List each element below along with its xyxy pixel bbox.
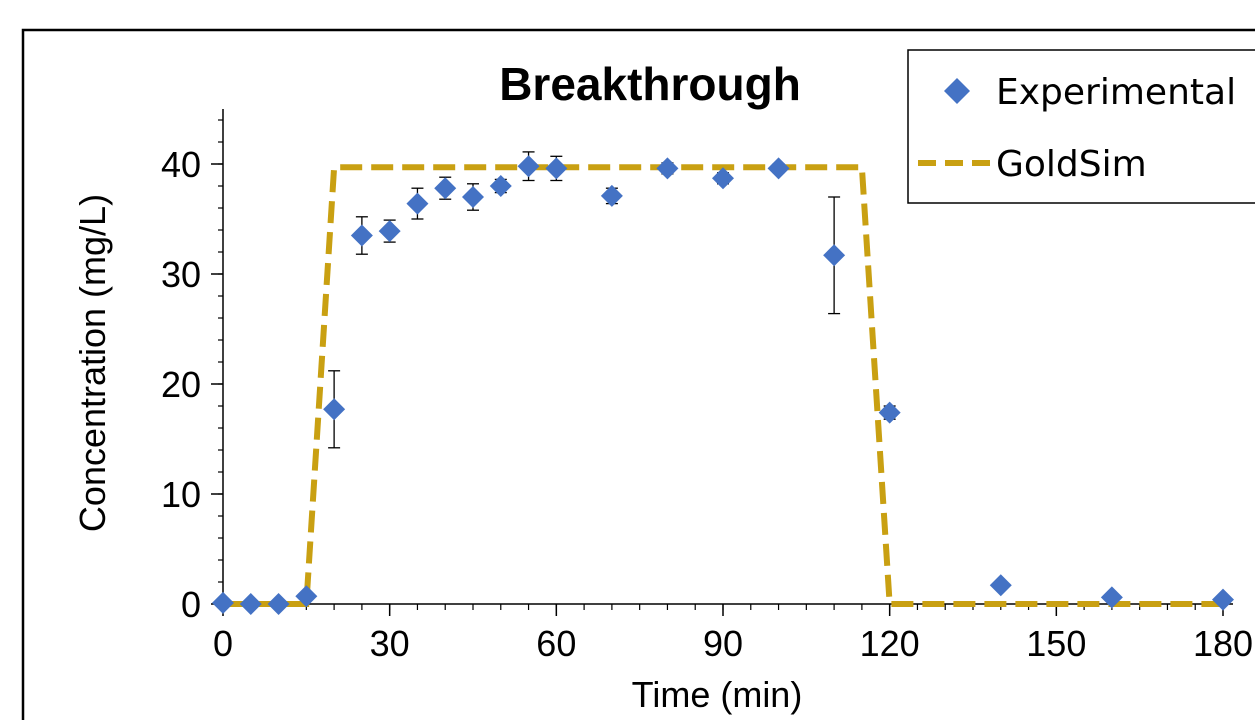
experimental-point: [989, 574, 1012, 597]
legend-experimental-marker: [944, 78, 970, 104]
legend-experimental-label: Experimental: [996, 72, 1236, 113]
y-axis-title: Concentration (mg/L): [72, 194, 113, 532]
experimental-point: [267, 593, 290, 615]
x-axis-title: Time (min): [632, 674, 803, 715]
legend-box: [907, 49, 1255, 204]
x-tick-label: 60: [536, 623, 576, 664]
experimental-point: [878, 401, 901, 424]
experimental-point: [1212, 588, 1234, 611]
chart-title: Breakthrough: [499, 58, 801, 110]
experimental-point: [823, 244, 846, 267]
experimental-point: [767, 157, 790, 180]
experimental-point: [378, 220, 401, 243]
legend-goldsim-label: GoldSim: [996, 144, 1147, 185]
goldsim-line: [223, 164, 1223, 607]
experimental-point: [600, 184, 623, 207]
experimental-point: [434, 177, 457, 200]
x-tick-label: 120: [860, 623, 920, 664]
x-tick-label: 30: [370, 623, 410, 664]
experimental-point: [323, 398, 346, 421]
experimental-point: [545, 157, 568, 180]
experimental-point: [517, 155, 540, 178]
y-tick-label: 0: [181, 584, 201, 625]
experimental-point: [1100, 586, 1123, 609]
x-tick-label: 180: [1193, 623, 1253, 664]
experimental-point: [212, 591, 234, 614]
x-tick-label: 90: [703, 623, 743, 664]
experimental-points-layer: [212, 155, 1234, 615]
x-tick-label: 150: [1026, 623, 1086, 664]
experimental-point: [712, 167, 734, 190]
experimental-point: [656, 157, 679, 180]
y-tick-label: 10: [161, 474, 201, 515]
experimental-point: [295, 585, 318, 608]
x-tick-label: 0: [213, 623, 233, 664]
experimental-point: [239, 593, 262, 615]
y-tick-label: 40: [161, 144, 201, 185]
goldsim-line-layer: [223, 164, 1223, 607]
y-tick-label: 30: [161, 254, 201, 295]
experimental-point: [462, 186, 484, 208]
experimental-point: [489, 175, 512, 197]
experimental-point: [350, 224, 373, 247]
y-tick-label: 20: [161, 364, 201, 405]
legend: Experimental GoldSim: [907, 49, 1255, 204]
experimental-point: [406, 192, 429, 215]
